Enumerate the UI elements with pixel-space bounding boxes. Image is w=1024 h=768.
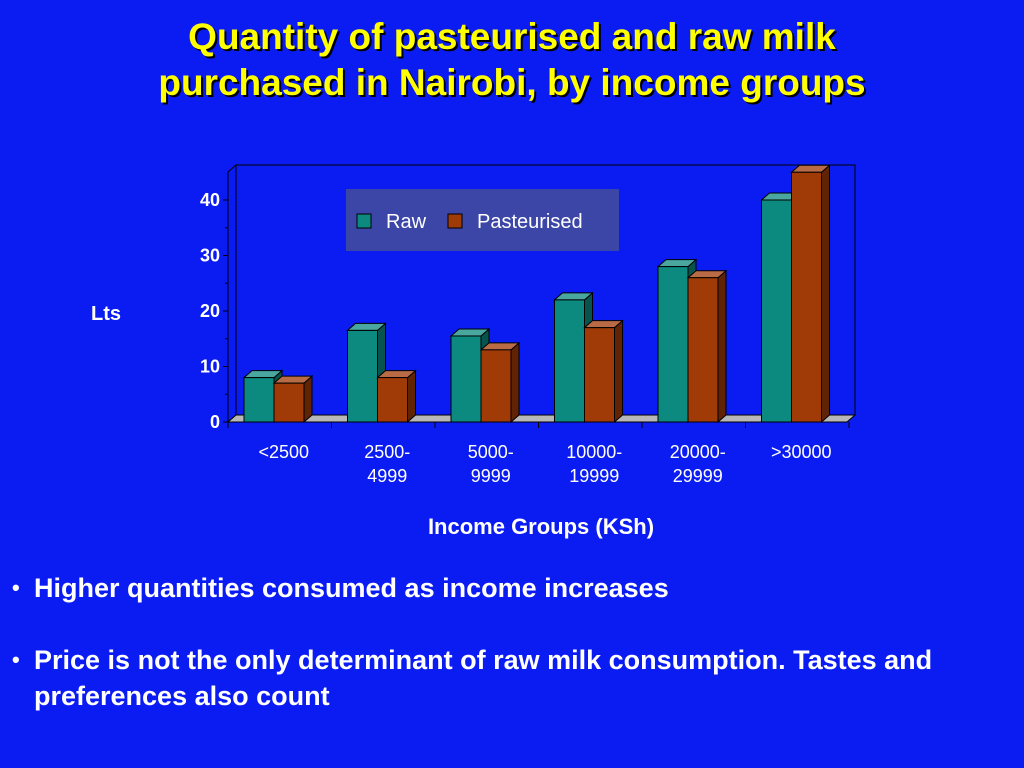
bar-pasteurised-side: [510, 341, 520, 424]
bullet-text: Price is not the only determinant of raw…: [34, 645, 933, 711]
legend-background: [346, 189, 619, 251]
chart-floor: [226, 414, 857, 423]
bar-pasteurised-side: [717, 269, 727, 424]
chart-side-wall: [227, 163, 237, 424]
y-tick-label: 20: [200, 301, 220, 321]
legend-swatch-pasteurised: [447, 213, 463, 229]
bullet-list: • Higher quantities consumed as income i…: [12, 570, 1012, 714]
bar-pasteurised: [583, 319, 624, 424]
bullet-text: Higher quantities consumed as income inc…: [34, 573, 669, 603]
bar-raw-front: [761, 199, 792, 423]
bar-pasteurised-front: [377, 377, 408, 423]
bar-pasteurised-front: [791, 171, 822, 423]
bar-raw-front: [450, 335, 482, 423]
x-tick-label: 5000-: [468, 442, 514, 462]
x-tick-label: 19999: [569, 466, 619, 486]
bar-pasteurised: [272, 375, 314, 424]
x-tick-label: 20000-: [670, 442, 726, 462]
bar-raw-front: [657, 266, 689, 423]
y-tick-label: 40: [200, 190, 220, 210]
x-axis-label: Income Groups (KSh): [428, 514, 654, 539]
x-tick-label: 4999: [367, 466, 407, 486]
y-axis-label: Lts: [91, 303, 121, 325]
slide-title: Quantity of pasteurised and raw milk pur…: [0, 14, 1024, 106]
x-tick-label: 29999: [673, 466, 723, 486]
bar-pasteurised: [376, 369, 417, 424]
bar-pasteurised: [686, 269, 728, 424]
chart-legend: Raw Pasteurised: [346, 189, 619, 251]
legend-label-raw: Raw: [386, 211, 427, 233]
bar-chart: 0 10 20 30 40 <2500 2500- 4999 5000- 9999 10000- 19…: [91, 163, 857, 539]
x-tick-label: 10000-: [566, 442, 622, 462]
bar-pasteurised: [790, 164, 831, 424]
x-tick-label: >30000: [771, 442, 832, 462]
bar-pasteurised-side: [821, 164, 830, 424]
legend-swatch-raw: [356, 213, 372, 229]
bullet-dot-icon: •: [12, 575, 20, 600]
title-line-1: Quantity of pasteurised and raw milk: [188, 16, 836, 57]
y-tick-label: 0: [210, 412, 220, 432]
y-tick-label: 30: [200, 246, 220, 266]
x-tick-label: 9999: [471, 466, 511, 486]
y-tick-label: 10: [200, 357, 220, 377]
bar-raw-front: [243, 377, 275, 423]
bar-raw-front: [347, 329, 378, 423]
x-tick-label: 2500-: [364, 442, 410, 462]
bar-pasteurised-side: [407, 369, 416, 424]
bar-raw-front: [554, 299, 585, 423]
bar-pasteurised-front: [687, 277, 719, 423]
bar-pasteurised: [479, 341, 521, 424]
bar-pasteurised-front: [584, 327, 615, 423]
x-tick-label: <2500: [258, 442, 309, 462]
bullet-item: • Higher quantities consumed as income i…: [12, 570, 1012, 606]
bar-pasteurised-front: [480, 349, 512, 423]
bar-pasteurised-side: [614, 319, 623, 424]
title-line-2: purchased in Nairobi, by income groups: [158, 62, 866, 103]
bullet-item: • Price is not the only determinant of r…: [12, 642, 1012, 714]
bullet-dot-icon: •: [12, 647, 20, 672]
bar-pasteurised-side: [303, 375, 313, 424]
bar-pasteurised-front: [273, 382, 305, 423]
legend-label-pasteurised: Pasteurised: [477, 211, 583, 233]
